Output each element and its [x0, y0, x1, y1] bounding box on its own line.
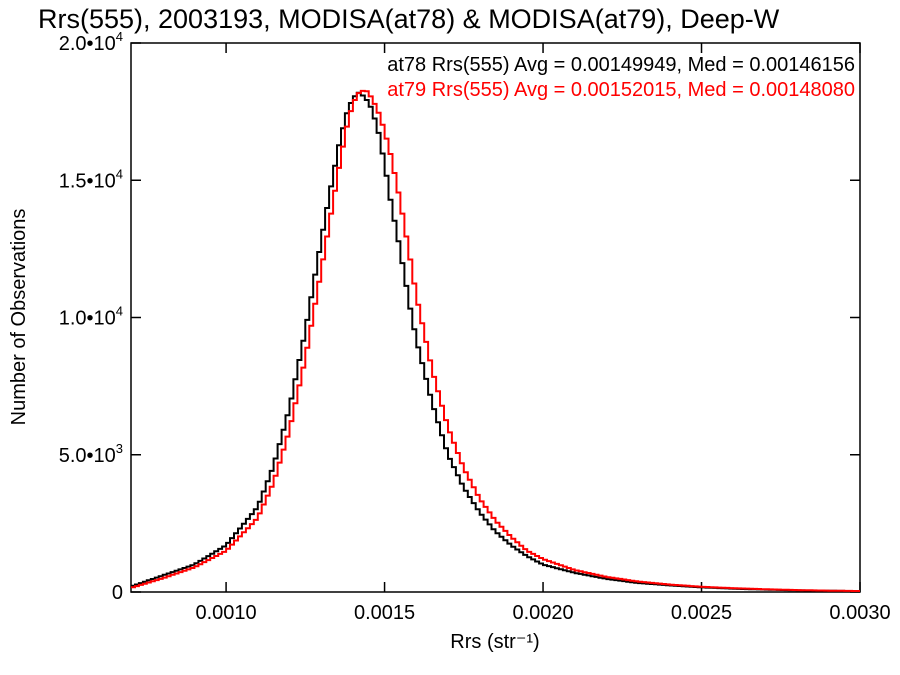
y-axis-ticks: 0 5.0•103 1.0•104 1.5•104 2.0•104	[59, 29, 860, 604]
x-tick-label: 0.0020	[512, 602, 573, 624]
y-tick-label: 0	[112, 582, 123, 604]
series-layer	[131, 89, 860, 593]
stats-annotation-at79: at79 Rrs(555) Avg = 0.00152015, Med = 0.…	[387, 79, 855, 101]
x-tick-label: 0.0010	[196, 602, 257, 624]
series-line-0	[131, 91, 860, 593]
x-tick-label: 0.0030	[829, 602, 890, 624]
chart-title: Rrs(555), 2003193, MODISA(at78) & MODISA…	[38, 4, 780, 34]
y-tick-label: 1.0•104	[59, 304, 123, 330]
y-axis-label: Number of Observations	[8, 209, 30, 426]
x-axis-ticks: 0.0010 0.0015 0.0020 0.0025 0.0030	[196, 43, 891, 624]
plot-area: 0.0010 0.0015 0.0020 0.0025 0.0030 0 5.0•103 1…	[59, 29, 891, 624]
x-tick-label: 0.0025	[671, 602, 732, 624]
y-tick-label: 1.5•104	[59, 166, 123, 192]
x-tick-label: 0.0015	[354, 602, 415, 624]
series-line-1	[131, 89, 860, 592]
y-tick-label: 2.0•104	[59, 29, 123, 55]
stats-annotation-at78: at78 Rrs(555) Avg = 0.00149949, Med = 0.…	[387, 54, 855, 76]
y-tick-label: 5.0•103	[59, 441, 123, 467]
plot-frame	[130, 42, 861, 593]
x-axis-label: Rrs (str⁻¹)	[450, 631, 539, 653]
